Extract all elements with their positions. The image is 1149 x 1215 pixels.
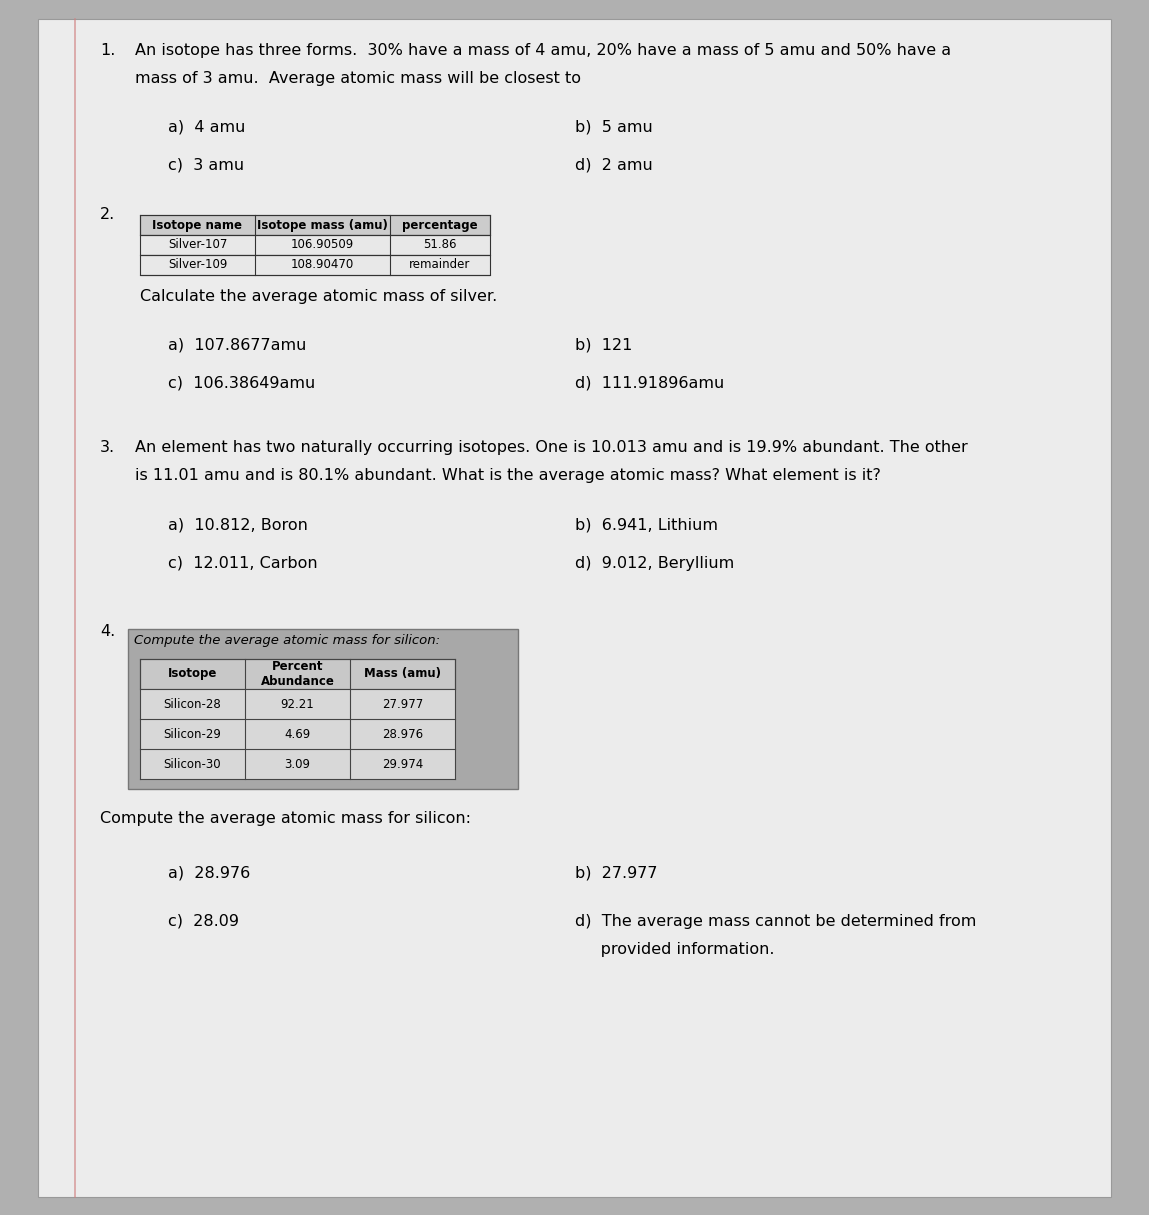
Text: 4.: 4.	[100, 625, 115, 639]
Text: 3.09: 3.09	[285, 757, 310, 770]
Text: An element has two naturally occurring isotopes. One is 10.013 amu and is 19.9% : An element has two naturally occurring i…	[134, 440, 967, 454]
Text: Compute the average atomic mass for silicon:: Compute the average atomic mass for sili…	[134, 634, 440, 648]
Text: 4.69: 4.69	[284, 728, 310, 740]
Text: Silicon-29: Silicon-29	[163, 728, 222, 740]
Text: Percent
Abundance: Percent Abundance	[261, 660, 334, 688]
Text: 28.976: 28.976	[381, 728, 423, 740]
Text: a)  28.976: a) 28.976	[168, 866, 250, 881]
Bar	[140, 255, 489, 275]
FancyBboxPatch shape	[38, 19, 1111, 1197]
Text: 1.: 1.	[100, 43, 115, 58]
Text: Isotope name: Isotope name	[153, 219, 242, 232]
Text: Mass (amu): Mass (amu)	[364, 667, 441, 680]
Text: provided information.: provided information.	[574, 942, 774, 957]
Text: c)  28.09: c) 28.09	[168, 914, 239, 929]
Text: d)  111.91896amu: d) 111.91896amu	[574, 375, 724, 390]
Text: a)  4 amu: a) 4 amu	[168, 119, 246, 134]
Text: d)  The average mass cannot be determined from: d) The average mass cannot be determined…	[574, 914, 977, 929]
Text: Isotope: Isotope	[168, 667, 217, 680]
Text: Silicon-30: Silicon-30	[163, 757, 222, 770]
Text: 92.21: 92.21	[280, 697, 315, 711]
Text: Silver-107: Silver-107	[168, 238, 228, 252]
Text: b)  27.977: b) 27.977	[574, 866, 657, 881]
Text: b)  5 amu: b) 5 amu	[574, 119, 653, 134]
Text: 27.977: 27.977	[381, 697, 423, 711]
Text: Silver-109: Silver-109	[168, 259, 228, 271]
Bar	[140, 234, 489, 255]
Text: a)  107.8677amu: a) 107.8677amu	[168, 337, 307, 352]
Text: 3.: 3.	[100, 440, 115, 454]
Text: c)  3 amu: c) 3 amu	[168, 157, 244, 173]
Text: 108.90470: 108.90470	[291, 259, 354, 271]
Bar	[140, 719, 455, 748]
Text: Calculate the average atomic mass of silver.: Calculate the average atomic mass of sil…	[140, 289, 498, 304]
Bar	[140, 215, 489, 234]
Bar	[140, 748, 455, 779]
Bar	[140, 689, 455, 719]
Text: Isotope mass (amu): Isotope mass (amu)	[257, 219, 388, 232]
Bar	[128, 629, 518, 789]
Text: d)  2 amu: d) 2 amu	[574, 157, 653, 173]
Text: 106.90509: 106.90509	[291, 238, 354, 252]
Text: c)  12.011, Carbon: c) 12.011, Carbon	[168, 556, 317, 571]
Text: percentage: percentage	[402, 219, 478, 232]
Text: b)  6.941, Lithium: b) 6.941, Lithium	[574, 518, 718, 533]
Bar	[140, 659, 455, 689]
Text: a)  10.812, Boron: a) 10.812, Boron	[168, 518, 308, 533]
Text: remainder: remainder	[409, 259, 471, 271]
Text: mass of 3 amu.  Average atomic mass will be closest to: mass of 3 amu. Average atomic mass will …	[134, 70, 581, 86]
Text: is 11.01 amu and is 80.1% abundant. What is the average atomic mass? What elemen: is 11.01 amu and is 80.1% abundant. What…	[134, 468, 881, 484]
Text: 29.974: 29.974	[381, 757, 423, 770]
Text: d)  9.012, Beryllium: d) 9.012, Beryllium	[574, 556, 734, 571]
Text: 2.: 2.	[100, 207, 115, 222]
Text: 51.86: 51.86	[423, 238, 457, 252]
Text: c)  106.38649amu: c) 106.38649amu	[168, 375, 315, 390]
Text: Silicon-28: Silicon-28	[163, 697, 222, 711]
Text: Compute the average atomic mass for silicon:: Compute the average atomic mass for sili…	[100, 810, 471, 826]
Text: b)  121: b) 121	[574, 337, 632, 352]
Text: An isotope has three forms.  30% have a mass of 4 amu, 20% have a mass of 5 amu : An isotope has three forms. 30% have a m…	[134, 43, 951, 58]
